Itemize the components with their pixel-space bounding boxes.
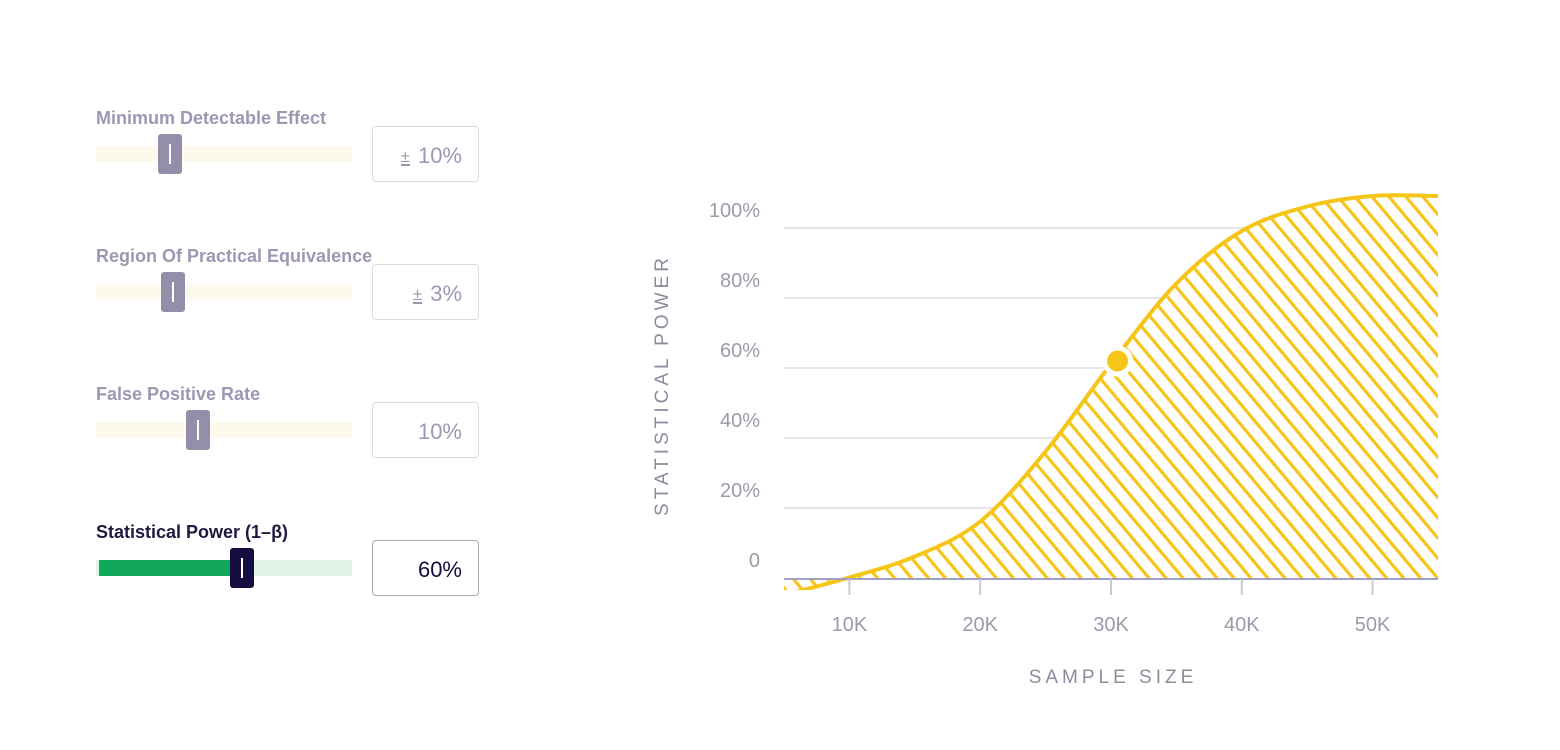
x-tick-label: 50K	[1355, 614, 1391, 636]
plus-minus-sign: ±	[400, 147, 411, 166]
tick-labels: 0 20% 40% 60% 80% 100% 10K 20K 30K 40K 50K	[709, 200, 1391, 636]
plus-minus-sign: ±	[412, 285, 423, 304]
slider-track[interactable]	[96, 284, 352, 300]
value-input[interactable]: ±3%	[372, 264, 479, 320]
x-tick-label: 30K	[1093, 614, 1129, 636]
value-number: 10%	[417, 419, 462, 444]
control-region-practical-equivalence: Region Of Practical Equivalence ±3%	[96, 246, 480, 342]
y-tick-label: 0	[749, 550, 760, 572]
power-area	[784, 193, 1438, 590]
slider-thumb[interactable]	[229, 548, 254, 588]
control-label: Statistical Power (1–β)	[96, 522, 289, 542]
control-label: Region Of Practical Equivalence	[96, 246, 373, 266]
y-tick-label: 40%	[720, 410, 760, 432]
value-input[interactable]: ±10%	[372, 126, 479, 182]
y-tick-label: 100%	[709, 200, 760, 222]
value-number: 10%	[417, 143, 462, 168]
y-tick-label: 20%	[720, 480, 760, 502]
control-label: Minimum Detectable Effect	[96, 108, 327, 128]
x-tick-label: 40K	[1224, 614, 1260, 636]
control-statistical-power: Statistical Power (1–β) 60%	[96, 522, 480, 618]
slider-track[interactable]	[96, 422, 352, 438]
value-input[interactable]: 60%	[372, 540, 479, 596]
value-text: ±3%	[412, 281, 462, 307]
y-axis-title: STATISTICAL POWER	[652, 254, 673, 516]
value-number: 60%	[417, 557, 462, 582]
value-number: 3%	[430, 281, 462, 306]
power-marker[interactable]	[1102, 345, 1134, 377]
x-tick-label: 10K	[832, 614, 868, 636]
slider-thumb[interactable]	[186, 410, 211, 450]
power-area-fill	[784, 195, 1438, 590]
slider-track[interactable]	[96, 560, 352, 576]
slider-thumb[interactable]	[160, 272, 185, 312]
grip-icon	[171, 282, 174, 302]
grip-icon	[197, 420, 200, 440]
slider-fill	[99, 560, 242, 576]
control-min-detectable-effect: Minimum Detectable Effect ±10%	[96, 108, 480, 204]
y-tick-label: 60%	[720, 340, 760, 362]
grip-icon	[240, 558, 243, 578]
x-tick-label: 20K	[962, 614, 998, 636]
value-text: ±10%	[400, 143, 462, 169]
y-tick-label: 80%	[720, 270, 760, 292]
slider-thumb[interactable]	[158, 134, 183, 174]
x-axis-title: SAMPLE SIZE	[1029, 667, 1198, 688]
control-false-positive-rate: False Positive Rate 10%	[96, 384, 480, 480]
grip-icon	[169, 144, 172, 164]
value-input[interactable]: 10%	[372, 402, 479, 458]
control-label: False Positive Rate	[96, 384, 261, 404]
axes	[784, 578, 1438, 595]
